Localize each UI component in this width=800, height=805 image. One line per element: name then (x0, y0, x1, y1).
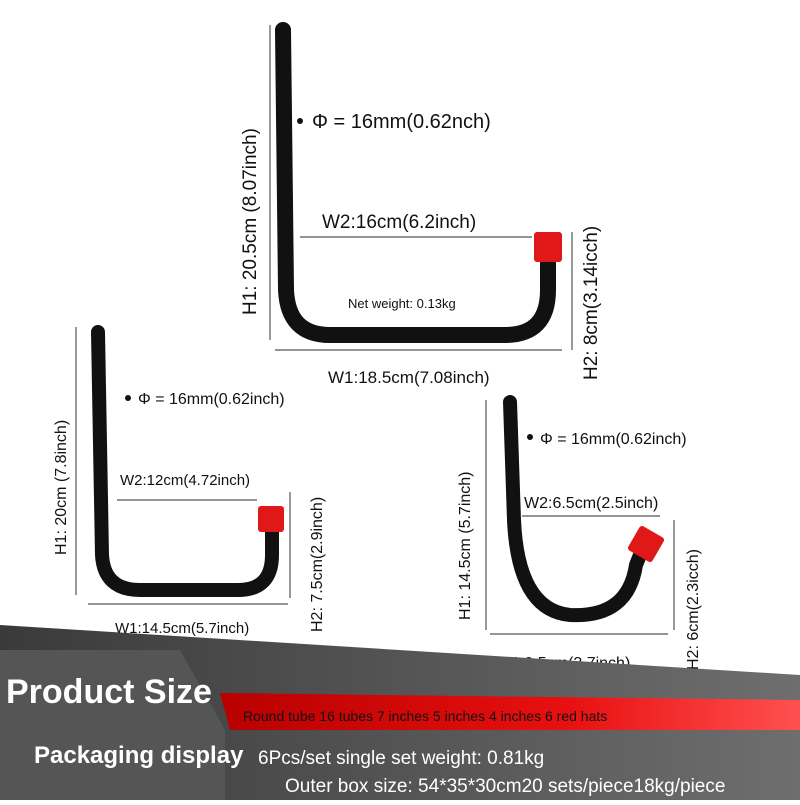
banner-panel (0, 650, 225, 800)
h2-label: H2: 6cm(2.3icch) (685, 549, 702, 670)
banner-line: 6Pcs/set single set weight: 0.81kg (258, 748, 544, 769)
banner-title: Product Size (6, 673, 212, 711)
hook-body (503, 395, 647, 623)
w1-label: W1:14.5cm(5.7inch) (115, 620, 249, 637)
net-weight: Net weight: 0.13kg (348, 296, 456, 311)
red-cap (534, 232, 562, 262)
hook-3: Φ = 16mm(0.62inch) W2:6.5cm(2.5inch) H1:… (457, 395, 702, 672)
h1-label: H1: 20.5cm (8.07inch) (240, 128, 261, 315)
banner-subtitle: Packaging display (34, 742, 244, 769)
h2-label: H2: 8cm(3.14icch) (581, 226, 602, 380)
pointer-dot (297, 118, 303, 124)
phi-label: Φ = 16mm(0.62inch) (138, 391, 285, 408)
h2-label: H2: 7.5cm(2.9inch) (309, 497, 326, 632)
w1-label: W1:18.5cm(7.08inch) (328, 368, 490, 387)
red-cap (627, 525, 665, 563)
banner: Product Size Round tube 16 tubes 7 inche… (0, 625, 800, 800)
phi-label: Φ = 16mm(0.62inch) (540, 431, 687, 448)
red-bar (220, 693, 800, 730)
h1-label: H1: 20cm (7.8inch) (53, 420, 70, 555)
phi-label: Φ = 16mm(0.62nch) (312, 111, 491, 133)
hook-body (275, 22, 556, 343)
hook-body (91, 325, 279, 597)
red-line-text: Round tube 16 tubes 7 inches 5 inches 4 … (243, 708, 607, 724)
w2-label: W2:12cm(4.72inch) (120, 472, 250, 489)
hook-2: Φ = 16mm(0.62inch) W2:12cm(4.72inch) H1:… (53, 325, 326, 637)
pointer-dot (125, 395, 131, 401)
pointer-dot (527, 434, 533, 440)
hook-1: Φ = 16mm(0.62nch) W2:16cm(6.2inch) Net w… (240, 22, 602, 387)
w2-label: W2:16cm(6.2inch) (322, 212, 476, 233)
h1-label: H1: 14.5cm (5.7inch) (457, 471, 474, 620)
w2-label: W2:6.5cm(2.5inch) (524, 495, 658, 512)
red-cap (258, 506, 284, 532)
banner-line: Outer box size: 54*35*30cm20 sets/piece1… (285, 776, 725, 797)
